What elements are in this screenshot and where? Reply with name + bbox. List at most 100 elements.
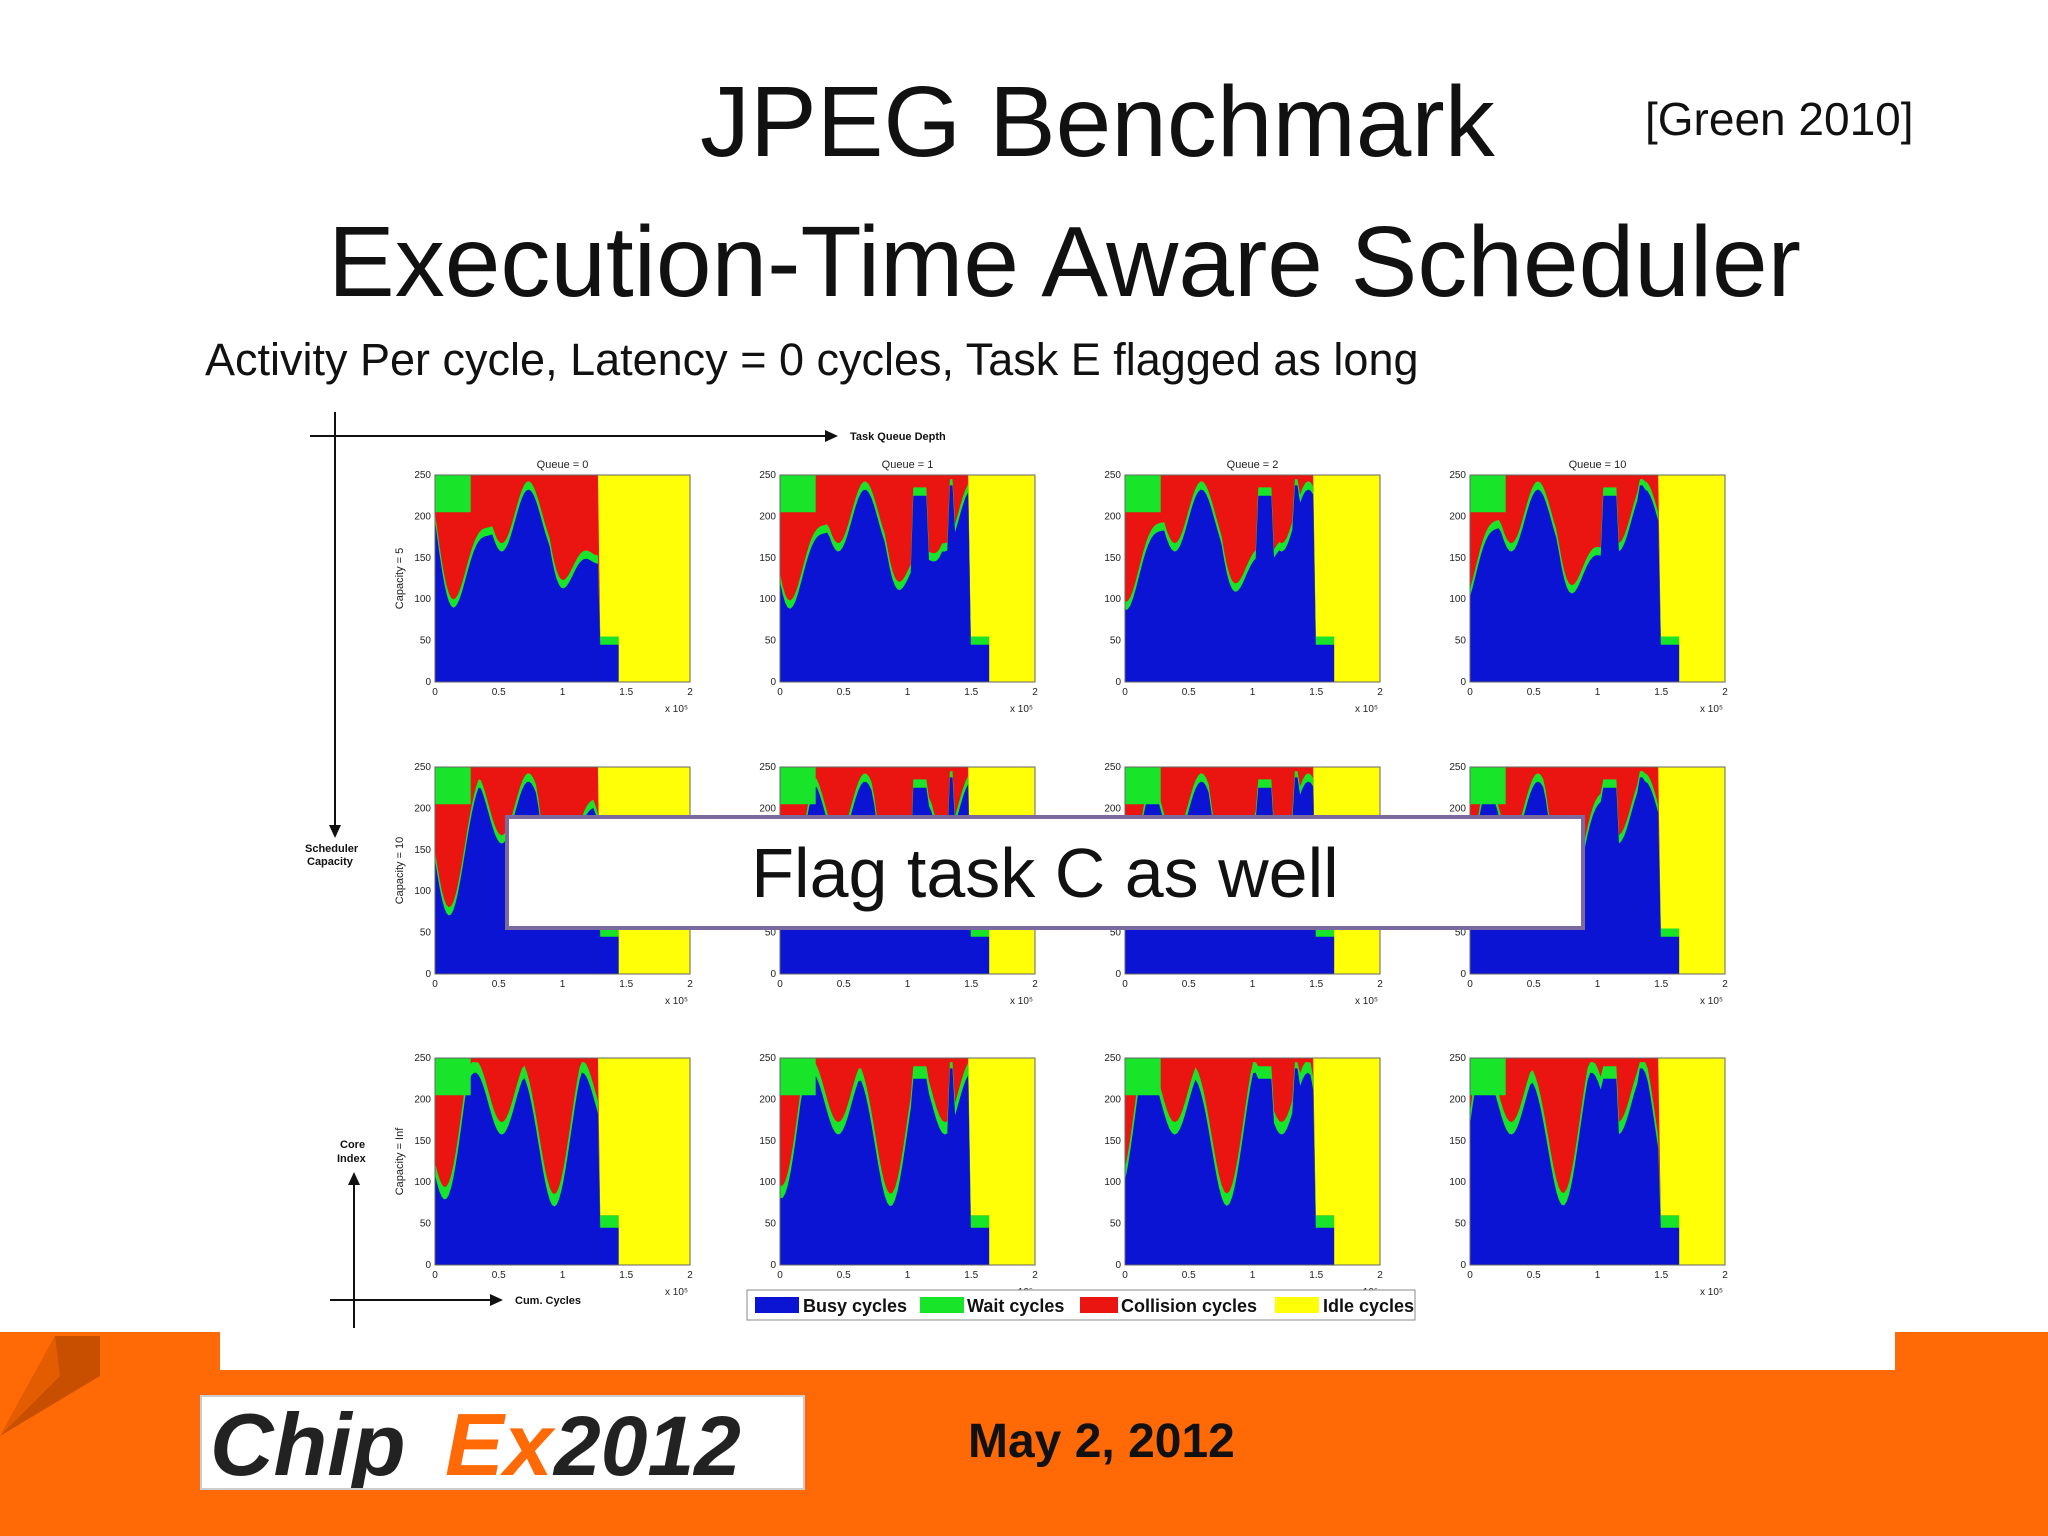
wait-block — [780, 1058, 816, 1096]
y-tick-label: 150 — [414, 1136, 431, 1147]
x-tick-label: 1 — [1250, 1270, 1256, 1281]
logo-chip: Chip — [210, 1397, 406, 1490]
axis-arrows — [310, 412, 838, 1328]
y-tick-label: 50 — [1455, 928, 1467, 939]
panel-frame — [1469, 1057, 1726, 1266]
citation: [Green 2010] — [1645, 93, 1914, 145]
x-tick-label: 0 — [777, 979, 783, 990]
x-tick-label: 2 — [1032, 979, 1038, 990]
callout-text: Flag task C as well — [751, 833, 1339, 912]
panel-frame — [779, 1057, 1036, 1266]
y-tick-label: 200 — [759, 803, 776, 814]
x-multiplier-label: x 10⁵ — [1700, 1287, 1723, 1298]
y-tick-label: 200 — [1449, 1094, 1466, 1105]
x-tick-label: 0 — [1122, 1270, 1128, 1281]
y-tick-label: 200 — [1104, 803, 1121, 814]
slide-subtitle: Activity Per cycle, Latency = 0 cycles, … — [205, 334, 1419, 385]
slide-title-line2: Execution-Time Aware Scheduler — [328, 206, 1801, 318]
x-tick-label: 2 — [1722, 687, 1728, 698]
x-tick-label: 2 — [687, 687, 693, 698]
x-tick-label: 1.5 — [1654, 687, 1668, 698]
wait-block — [1125, 767, 1161, 805]
y-tick-label: 100 — [1104, 594, 1121, 605]
x-tick-label: 1 — [560, 1270, 566, 1281]
x-tick-label: 0.5 — [1182, 979, 1196, 990]
x-tick-label: 0.5 — [1527, 687, 1541, 698]
x-tick-label: 0.5 — [837, 979, 851, 990]
y-tick-label: 50 — [765, 636, 777, 647]
x-multiplier-label: x 10⁵ — [665, 996, 688, 1007]
x-multiplier-label: x 10⁵ — [1355, 704, 1378, 715]
x-tick-label: 0 — [1467, 979, 1473, 990]
x-tick-label: 0 — [432, 687, 438, 698]
y-tick-label: 250 — [414, 1053, 431, 1064]
x-tick-label: 2 — [1377, 1270, 1383, 1281]
y-tick-label: 200 — [759, 511, 776, 522]
column-title: Queue = 0 — [537, 459, 589, 471]
wait-block — [435, 475, 471, 513]
x-tick-label: 0 — [1122, 979, 1128, 990]
x-tick-label: 0 — [1467, 687, 1473, 698]
column-title: Queue = 1 — [882, 459, 934, 471]
x-tick-label: 1.5 — [1654, 979, 1668, 990]
y-tick-label: 50 — [1455, 636, 1467, 647]
x-multiplier-label: x 10⁵ — [665, 704, 688, 715]
x-tick-label: 1.5 — [1309, 1270, 1323, 1281]
y-tick-label: 250 — [414, 762, 431, 773]
x-tick-label: 2 — [1377, 979, 1383, 990]
y-tick-label: 100 — [1104, 1177, 1121, 1188]
y-tick-label: 50 — [420, 636, 432, 647]
x-tick-label: 2 — [1377, 687, 1383, 698]
x-multiplier-label: x 10⁵ — [1700, 704, 1723, 715]
y-tick-label: 100 — [759, 594, 776, 605]
x-tick-label: 1 — [1250, 687, 1256, 698]
x-tick-label: 0 — [777, 687, 783, 698]
y-tick-label: 50 — [1455, 1219, 1467, 1230]
y-tick-label: 200 — [1104, 511, 1121, 522]
y-tick-label: 150 — [414, 553, 431, 564]
y-tick-label: 0 — [770, 1260, 776, 1271]
y-tick-label: 0 — [1460, 1260, 1466, 1271]
busy-area — [1470, 485, 1680, 682]
y-tick-label: 150 — [759, 1136, 776, 1147]
legend-swatch-wait — [920, 1297, 964, 1313]
panel-frame — [779, 474, 1036, 683]
x-tick-label: 2 — [1722, 979, 1728, 990]
row-label: Capacity = 5 — [394, 548, 406, 609]
x-tick-label: 1 — [1595, 1270, 1601, 1281]
x-tick-label: 1.5 — [964, 687, 978, 698]
y-tick-label: 0 — [1460, 969, 1466, 980]
y-tick-label: 100 — [414, 594, 431, 605]
x-tick-label: 1.5 — [964, 979, 978, 990]
y-tick-label: 0 — [1460, 677, 1466, 688]
y-tick-label: 150 — [1449, 553, 1466, 564]
y-tick-label: 200 — [1449, 511, 1466, 522]
scheduler-capacity-label-2: Capacity — [307, 856, 354, 868]
panel-frame — [1124, 474, 1381, 683]
y-tick-label: 250 — [414, 470, 431, 481]
y-tick-label: 50 — [1110, 928, 1122, 939]
y-tick-label: 50 — [765, 1219, 777, 1230]
y-tick-label: 0 — [425, 677, 431, 688]
y-tick-label: 0 — [425, 1260, 431, 1271]
cum-cycles-label: Cum. Cycles — [515, 1295, 581, 1307]
core-index-label-1: Core — [340, 1139, 365, 1151]
x-tick-label: 0.5 — [492, 1270, 506, 1281]
y-tick-label: 150 — [414, 845, 431, 856]
x-tick-label: 0.5 — [492, 979, 506, 990]
x-tick-label: 1.5 — [964, 1270, 978, 1281]
panel-frame — [434, 474, 691, 683]
y-tick-label: 200 — [414, 803, 431, 814]
y-tick-label: 150 — [759, 553, 776, 564]
x-multiplier-label: x 10⁵ — [1010, 996, 1033, 1007]
x-tick-label: 0.5 — [837, 687, 851, 698]
y-tick-label: 50 — [420, 928, 432, 939]
wait-block — [1125, 475, 1161, 513]
x-tick-label: 1 — [1250, 979, 1256, 990]
legend-swatch-idle — [1275, 1297, 1319, 1313]
y-tick-label: 250 — [759, 470, 776, 481]
x-tick-label: 1 — [905, 687, 911, 698]
y-tick-label: 100 — [414, 886, 431, 897]
x-tick-label: 0 — [432, 1270, 438, 1281]
y-tick-label: 150 — [1104, 553, 1121, 564]
